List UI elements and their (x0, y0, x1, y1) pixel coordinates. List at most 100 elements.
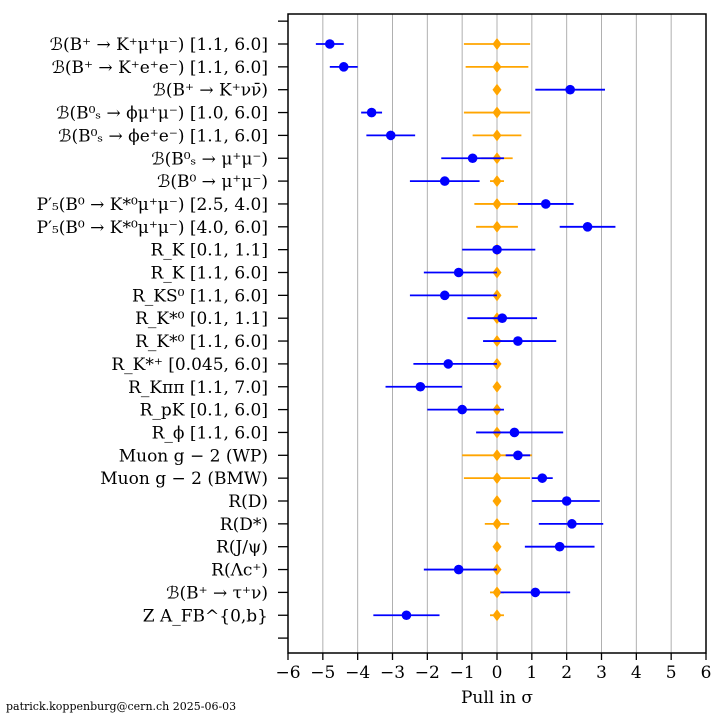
x-tick-label: 2 (561, 663, 572, 683)
row-label: R(D*) (220, 515, 268, 535)
row-label: R(D) (228, 492, 268, 512)
measurement-point (582, 222, 593, 232)
row-label: R_K [0.1, 1.1] (150, 241, 268, 261)
data-row (476, 426, 564, 439)
row-label: ℬ(B⁰ₛ → ϕμ⁺μ⁻) [1.0, 6.0] (56, 104, 268, 124)
data-row (462, 243, 536, 256)
measurement-point (554, 541, 565, 552)
x-axis-label: Pull in σ (461, 688, 533, 708)
data-row (413, 357, 502, 370)
data-row (329, 60, 529, 73)
measurement-point (385, 130, 396, 141)
row-label: ℬ(B⁺ → K⁺μ⁺μ⁻) [1.1, 6.0] (50, 35, 268, 55)
data-row (409, 289, 502, 302)
measurement-point (453, 564, 464, 575)
measurement-point (565, 84, 575, 95)
measurement-point (509, 427, 520, 438)
measurement-point (415, 381, 426, 392)
data-row (467, 312, 538, 325)
data-row (484, 517, 604, 530)
measurement-point (366, 107, 377, 118)
measurement-point (439, 290, 450, 301)
row-label: Muon g − 2 (BMW) (100, 469, 268, 489)
reference-marker (492, 380, 502, 393)
author-credit: patrick.koppenburg@cern.ch 2025-06-03 (6, 700, 236, 713)
measurement-point (561, 496, 572, 506)
row-label: ℬ(B⁰ → μ⁺μ⁻) (157, 172, 268, 192)
x-tick-label: 3 (596, 663, 607, 683)
reference-marker (492, 83, 502, 96)
data-row (361, 106, 531, 119)
measurement-point (513, 336, 523, 346)
data-row (492, 83, 605, 96)
x-tick-label: −4 (345, 663, 370, 683)
row-label: R(Λc⁺) (211, 561, 268, 581)
row-label: Z A_FB^{0,b} (143, 606, 268, 626)
reference-marker (492, 586, 502, 599)
row-label: ℬ(B⁺ → K⁺νν̄) (153, 81, 269, 101)
data-row (483, 335, 557, 348)
data-marks (315, 38, 616, 622)
reference-marker (492, 517, 502, 530)
measurement-point (325, 39, 335, 49)
measurement-point (567, 519, 577, 529)
data-row (366, 129, 522, 142)
measurement-point (401, 610, 412, 621)
row-label: ℬ(B⁰ₛ → ϕe⁺e⁻) [1.1, 6.0] (58, 126, 268, 146)
data-row (315, 38, 531, 50)
data-row (490, 586, 571, 599)
measurement-point (492, 244, 502, 255)
data-row (492, 495, 600, 507)
x-tick-label: 4 (631, 663, 642, 683)
reference-marker (492, 609, 502, 622)
reference-marker (492, 495, 502, 507)
measurement-point (453, 267, 464, 278)
row-label: R_K*⁰ [1.1, 6.0] (135, 332, 268, 352)
data-row (462, 449, 532, 462)
data-row (476, 220, 616, 233)
data-row (385, 380, 502, 393)
row-label: R_KS⁰ [1.1, 6.0] (132, 286, 268, 306)
data-row (427, 403, 504, 416)
measurement-point (513, 450, 523, 461)
data-row (441, 152, 513, 165)
data-row (409, 175, 504, 188)
row-label: R_K*⁺ [0.045, 6.0] (111, 355, 268, 375)
reference-marker (492, 129, 502, 142)
row-label: P′₅(B⁰ → K*⁰μ⁺μ⁻) [4.0, 6.0] (37, 218, 268, 238)
measurement-point (530, 587, 541, 598)
row-labels: ℬ(B⁺ → K⁺μ⁺μ⁻) [1.1, 6.0] ℬ(B⁺ → K⁺e⁺e⁻) … (37, 35, 268, 626)
reference-marker (492, 175, 502, 188)
row-label: R(J/ψ) (216, 538, 268, 558)
measurement-point (540, 199, 551, 209)
measurement-point (443, 359, 454, 369)
grid-lines (322, 14, 672, 653)
row-label: P′₅(B⁰ → K*⁰μ⁺μ⁻) [2.5, 4.0] (37, 195, 268, 215)
row-label: ℬ(B⁺ → K⁺e⁺e⁻) [1.1, 6.0] (52, 58, 268, 78)
measurement-point (439, 176, 450, 186)
reference-marker (492, 540, 502, 553)
x-tick-label: −2 (415, 663, 440, 683)
measurement-point (457, 404, 467, 415)
measurement-point (497, 313, 508, 324)
reference-marker (492, 60, 502, 73)
reference-marker (492, 197, 502, 210)
data-row (463, 472, 553, 485)
x-tick-label: 5 (666, 663, 677, 683)
data-row (373, 609, 504, 622)
x-tick-label: 6 (701, 663, 712, 683)
row-label: R_Kππ [1.1, 7.0] (128, 378, 268, 398)
reference-marker (492, 220, 502, 233)
row-label: R_K [1.1, 6.0] (150, 264, 268, 284)
x-tick-label: −3 (380, 663, 405, 683)
reference-marker (492, 449, 502, 462)
row-label: Muon g − 2 (WP) (119, 446, 268, 466)
row-label: ℬ(B⁰ₛ → μ⁺μ⁻) (151, 149, 268, 169)
row-label: R_pK [0.1, 6.0] (140, 401, 268, 421)
reference-marker (492, 472, 502, 485)
measurement-point (537, 473, 548, 483)
x-tick-label: −6 (275, 663, 300, 683)
measurement-point (467, 153, 478, 164)
data-row (492, 540, 595, 553)
row-label: R_ϕ [1.1, 6.0] (152, 423, 268, 443)
